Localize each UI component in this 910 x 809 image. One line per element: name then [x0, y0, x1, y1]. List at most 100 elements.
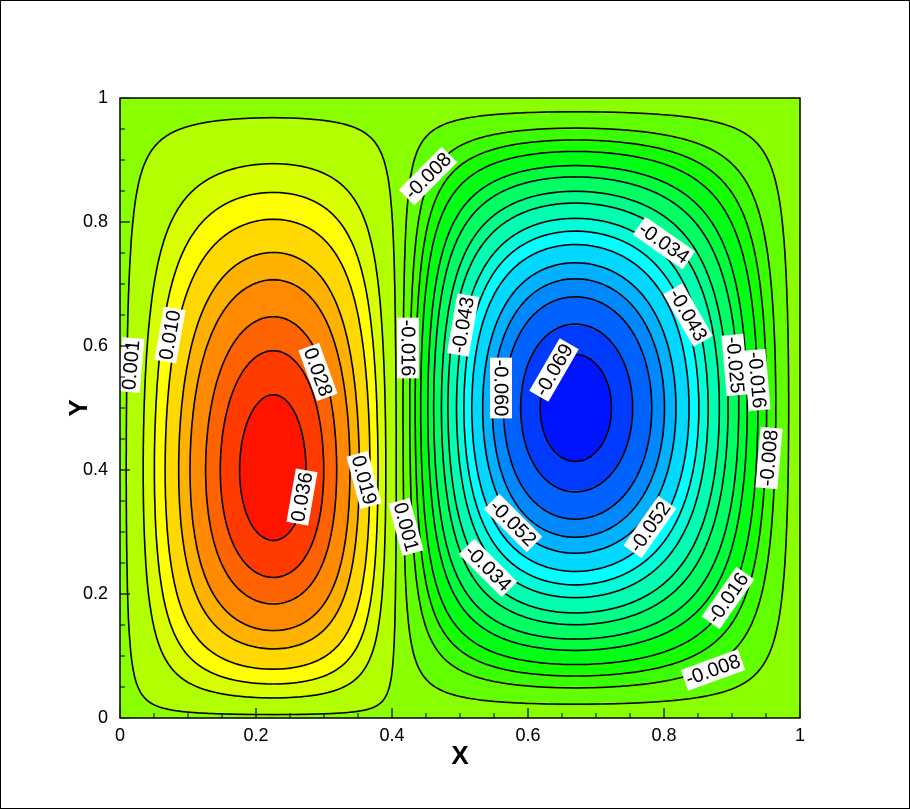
contour-fill: [404, 258, 415, 263]
contour-fill: [404, 494, 411, 499]
contour-fill: [186, 242, 217, 247]
contour-fill: [722, 542, 733, 547]
contour-fill: [120, 190, 137, 195]
contour-fill: [196, 330, 213, 335]
contour-fill: [700, 482, 715, 487]
contour-fill: [306, 486, 325, 491]
contour-fill: [418, 666, 457, 671]
contour-fill: [498, 286, 519, 291]
contour-fill: [190, 346, 207, 351]
contour-fill: [714, 470, 725, 475]
contour-fill: [650, 158, 695, 163]
contour-fill: [206, 438, 223, 443]
contour-fill: [126, 542, 145, 547]
contour-fill: [562, 278, 589, 283]
contour-fill: [782, 214, 801, 219]
contour-fill: [120, 670, 135, 675]
contour-fill: [738, 438, 747, 443]
contour-fill: [424, 298, 435, 303]
contour-fill: [566, 354, 585, 359]
contour-fill: [694, 158, 729, 163]
contour-fill: [356, 306, 371, 311]
contour-fill: [768, 558, 787, 563]
contour-fill: [372, 586, 383, 591]
contour-fill: [448, 262, 461, 267]
contour-fill: [718, 230, 737, 235]
contour-fill: [448, 418, 457, 423]
contour-fill: [736, 166, 773, 171]
contour-fill: [786, 554, 801, 559]
contour-fill: [428, 218, 441, 223]
contour-fill: [396, 462, 405, 467]
contour-fill: [456, 502, 467, 507]
contour-fill: [442, 186, 459, 191]
contour-fill: [788, 342, 801, 347]
contour-fill: [488, 218, 509, 223]
contour-fill: [254, 406, 293, 411]
contour-fill: [208, 214, 335, 219]
contour-fill: [126, 430, 145, 435]
contour-fill: [120, 518, 127, 523]
contour-fill: [160, 570, 173, 575]
contour-fill: [440, 298, 451, 303]
contour-fill: [454, 286, 463, 291]
contour-fill: [156, 522, 167, 527]
contour-fill: [648, 366, 661, 371]
contour-fill: [416, 366, 423, 371]
contour-fill: [168, 226, 199, 231]
contour-fill: [778, 186, 801, 191]
contour-fill: [404, 314, 413, 319]
contour-fill: [422, 338, 431, 343]
contour-fill: [126, 442, 145, 447]
contour-fill: [456, 398, 465, 403]
contour-fill: [776, 390, 789, 395]
contour-fill: [474, 442, 485, 447]
contour-fill: [738, 238, 753, 243]
contour-fill: [718, 378, 729, 383]
contour-fill: [128, 314, 151, 319]
contour-fill: [446, 538, 457, 543]
contour-fill: [476, 462, 489, 467]
contour-fill: [506, 378, 525, 383]
contour-fill: [154, 490, 167, 495]
contour-fill: [154, 454, 167, 459]
contour-fill: [644, 354, 659, 359]
contour-fill: [128, 610, 153, 615]
contour-fill: [676, 426, 689, 431]
contour-fill: [504, 402, 521, 407]
contour-fill: [784, 234, 801, 239]
contour-fill: [218, 206, 327, 211]
contour-fill: [244, 258, 303, 263]
contour-fill: [676, 398, 689, 403]
contour-fill: [404, 450, 411, 455]
contour-fill: [380, 610, 397, 615]
contour-fill: [250, 566, 297, 571]
contour-fill: [168, 386, 185, 391]
contour-fill: [726, 282, 737, 287]
contour-fill: [688, 438, 699, 443]
contour-fill: [348, 430, 359, 435]
contour-fill: [200, 222, 247, 227]
contour-fill: [742, 562, 755, 567]
contour-fill: [376, 398, 387, 403]
contour-fill: [776, 394, 789, 399]
contour-fill: [484, 374, 495, 379]
contour-fill: [194, 530, 213, 535]
contour-fill: [408, 606, 421, 611]
contour-fill: [726, 462, 737, 467]
contour-fill: [342, 262, 361, 267]
contour-fill: [186, 554, 199, 559]
contour-fill: [480, 482, 495, 487]
contour-fill: [120, 514, 127, 519]
contour-fill: [212, 246, 333, 251]
contour-fill: [706, 694, 801, 699]
contour-fill: [120, 154, 149, 159]
contour-fill: [500, 350, 513, 355]
contour-fill: [180, 494, 191, 499]
contour-fill: [416, 330, 423, 335]
contour-fill: [752, 622, 779, 627]
contour-fill: [688, 382, 699, 387]
contour-fill: [126, 426, 145, 431]
contour-fill: [652, 410, 665, 415]
contour-fill: [126, 474, 145, 479]
